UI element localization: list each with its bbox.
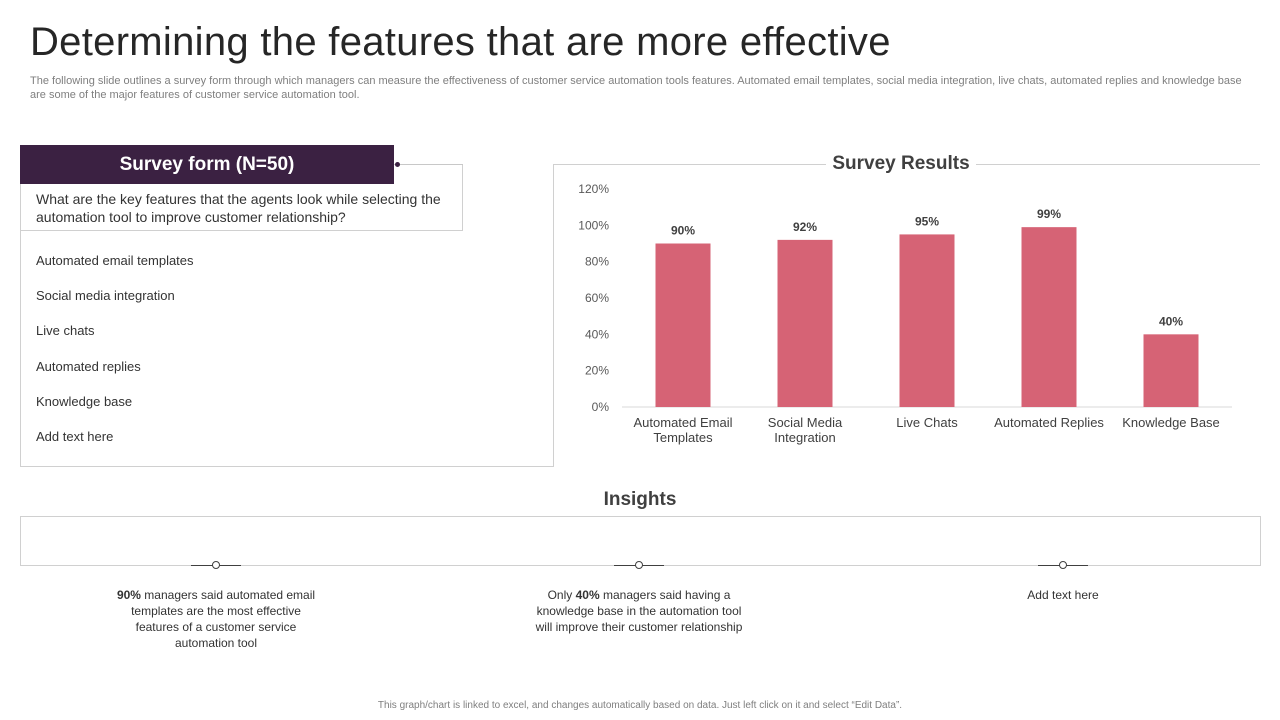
survey-connector-line (394, 164, 463, 165)
survey-option: Social media integration (36, 288, 175, 303)
data-label: 92% (793, 220, 817, 234)
bar (1143, 334, 1199, 407)
connector-dot (395, 162, 400, 167)
x-tick-label: Automated Replies (994, 415, 1104, 430)
survey-option: Automated replies (36, 359, 141, 374)
x-tick-label: Automated Email (634, 415, 733, 430)
survey-option: Add text here (36, 429, 114, 444)
marker-dot (212, 561, 220, 569)
results-top-border (976, 164, 1260, 165)
insights-heading: Insights (603, 489, 677, 510)
y-tick-label: 100% (578, 218, 609, 232)
y-tick-label: 0% (592, 400, 610, 414)
insight-marker (614, 561, 664, 569)
insight-text: Only 40% managers said having a knowledg… (535, 588, 743, 634)
bar (1021, 227, 1077, 407)
data-label: 95% (915, 214, 939, 228)
results-left-border (553, 164, 554, 231)
bar (899, 234, 955, 407)
marker-dot (635, 561, 643, 569)
survey-option: Knowledge base (36, 394, 133, 409)
bar (655, 243, 711, 407)
data-label: 40% (1159, 314, 1183, 328)
results-top-border (553, 164, 826, 165)
survey-results-chart: 0% 20% 40% 60% 80% 100% 120% 90% Automated Email… (578, 182, 1232, 445)
options-box (20, 231, 554, 467)
y-tick-label: 20% (585, 364, 609, 378)
page-title: Determining the features that are more e… (30, 20, 891, 64)
x-tick-label: Social Media (768, 415, 843, 430)
x-tick-label: Integration (774, 430, 835, 445)
x-tick-label: Live Chats (896, 415, 958, 430)
x-tick-label: Knowledge Base (1122, 415, 1220, 430)
survey-form-heading: Survey form (N=50) (20, 145, 394, 184)
data-label: 90% (671, 224, 695, 238)
results-heading: Survey Results (826, 153, 976, 175)
insight-marker (191, 561, 241, 569)
data-label: 99% (1037, 207, 1061, 221)
insight-text: Add text here (1027, 588, 1099, 602)
survey-question: What are the key features that the agent… (36, 191, 441, 225)
y-tick-label: 60% (585, 291, 609, 305)
footnote: This graph/chart is linked to excel, and… (377, 700, 903, 711)
y-tick-label: 80% (585, 255, 609, 269)
y-tick-label: 120% (578, 182, 609, 196)
x-tick-label: Templates (653, 430, 713, 445)
marker-dot (1059, 561, 1067, 569)
question-box (20, 164, 463, 231)
page-subtitle: The following slide outlines a survey fo… (30, 75, 1242, 101)
insight-marker (1038, 561, 1088, 569)
y-tick-label: 40% (585, 327, 609, 341)
survey-option: Live chats (36, 323, 95, 338)
survey-option: Automated email templates (36, 253, 194, 268)
insights-box (20, 516, 1261, 566)
insight-text: 90% managers said automated email templa… (116, 588, 316, 650)
bar (777, 239, 833, 407)
